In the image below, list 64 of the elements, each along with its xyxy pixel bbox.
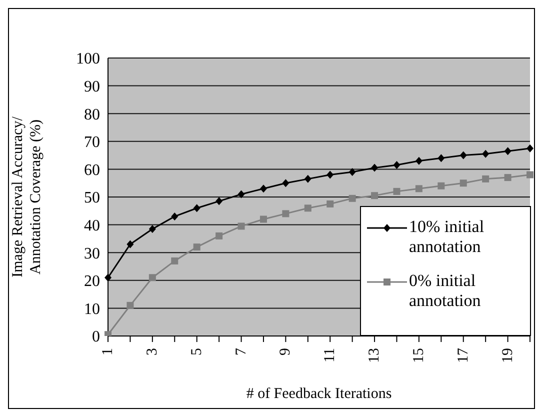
point <box>526 171 534 178</box>
y-tick-label: 70 <box>84 134 100 152</box>
y-tick-label: 100 <box>76 50 100 68</box>
y-tick-label: 90 <box>84 78 100 96</box>
point <box>148 224 156 233</box>
point <box>304 204 312 212</box>
point <box>171 212 178 220</box>
y-tick-label: 80 <box>84 106 100 124</box>
point <box>238 190 245 198</box>
point <box>282 210 290 218</box>
legend-label: 10% initial annotation <box>409 217 486 257</box>
point <box>216 197 223 206</box>
y-tick-label: 60 <box>84 162 100 179</box>
point <box>260 184 267 193</box>
x-tick-label: 7 <box>233 348 250 356</box>
x-tick-label: 3 <box>144 348 160 356</box>
point <box>504 174 512 182</box>
point <box>282 179 290 188</box>
point <box>504 147 512 156</box>
y-axis-title: Image Retrieval Accuracy/ Annotation Coverage (%) <box>10 116 44 278</box>
point <box>326 170 334 179</box>
point <box>371 164 378 172</box>
point <box>326 200 334 208</box>
point <box>126 240 134 248</box>
point <box>438 154 445 162</box>
x-tick-label: 17 <box>455 348 472 363</box>
point <box>348 194 356 202</box>
point <box>393 161 400 170</box>
y-tick-label: 0 <box>92 328 100 346</box>
point <box>260 216 267 223</box>
y-tick-label: 30 <box>84 245 100 262</box>
x-tick-label: 9 <box>278 348 294 356</box>
point <box>348 168 356 176</box>
point <box>171 257 178 264</box>
x-tick-label: 15 <box>410 348 427 363</box>
point <box>304 174 312 183</box>
point <box>393 188 400 195</box>
point <box>526 144 534 152</box>
x-tick-label: 11 <box>322 348 338 362</box>
point <box>148 274 156 282</box>
y-tick-label: 10 <box>84 300 100 318</box>
point <box>460 180 467 187</box>
point <box>216 232 223 240</box>
point <box>438 182 445 190</box>
point <box>238 222 245 230</box>
x-tick-label: 13 <box>366 348 383 363</box>
point <box>460 151 467 160</box>
point <box>415 156 422 165</box>
x-tick-label: 5 <box>188 348 205 356</box>
x-tick-label: 19 <box>500 348 516 363</box>
y-tick-label: 50 <box>84 190 100 207</box>
point <box>482 150 490 158</box>
point <box>193 244 200 251</box>
x-tick-label: 1 <box>100 348 116 356</box>
y-tick-label: 20 <box>84 273 100 290</box>
point <box>482 175 490 182</box>
point <box>371 192 378 200</box>
point <box>415 185 422 192</box>
point <box>104 274 112 282</box>
legend-label: 0% initial annotation <box>409 271 482 311</box>
y-tick-label: 40 <box>84 217 100 234</box>
point <box>126 302 134 309</box>
x-axis-title: # of Feedback Iterations <box>246 386 392 402</box>
point <box>193 204 200 212</box>
